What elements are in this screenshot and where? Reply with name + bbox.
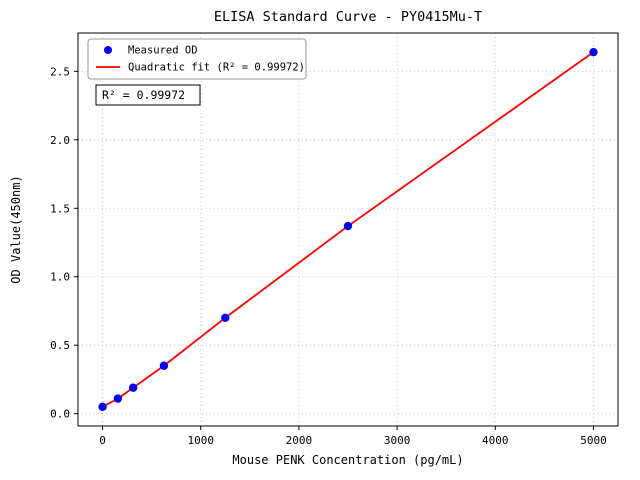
legend-entry-label: Quadratic fit (R² = 0.99972) (128, 62, 305, 74)
r-squared-annotation-text: R² = 0.99972 (102, 88, 185, 102)
x-tick-label: 5000 (580, 434, 607, 447)
plot-border (77, 32, 619, 427)
x-tick-label: 2000 (286, 434, 313, 447)
chart-title: ELISA Standard Curve - PY0415Mu-T (214, 9, 482, 25)
legend-box (87, 38, 307, 80)
x-tick-label: 3000 (384, 434, 411, 447)
y-tick-label: 0.0 (50, 408, 70, 421)
legend-marker-sample (104, 46, 112, 54)
data-point-marker (159, 361, 169, 370)
x-tick-label: 0 (99, 434, 106, 447)
r-squared-annotation-box (95, 84, 201, 106)
data-point-marker (343, 221, 353, 231)
data-point-marker (589, 47, 598, 57)
y-tick-label: 0.5 (50, 339, 70, 352)
data-point-marker (98, 402, 107, 412)
x-axis-label: Mouse PENK Concentration (pg/mL) (232, 453, 463, 467)
legend-entry-label: Measured OD (128, 45, 198, 57)
x-tick-label: 4000 (482, 434, 509, 447)
x-tick-label: 1000 (187, 434, 214, 447)
y-tick-label: 2.5 (50, 65, 70, 78)
y-tick-label: 1.0 (50, 271, 70, 284)
data-point-marker (221, 313, 230, 323)
y-tick-label: 2.0 (50, 134, 70, 147)
y-axis-label: OD Value(450nm) (9, 175, 23, 283)
data-point-marker (128, 383, 138, 392)
y-tick-label: 1.5 (50, 202, 70, 215)
data-point-marker (113, 394, 123, 403)
